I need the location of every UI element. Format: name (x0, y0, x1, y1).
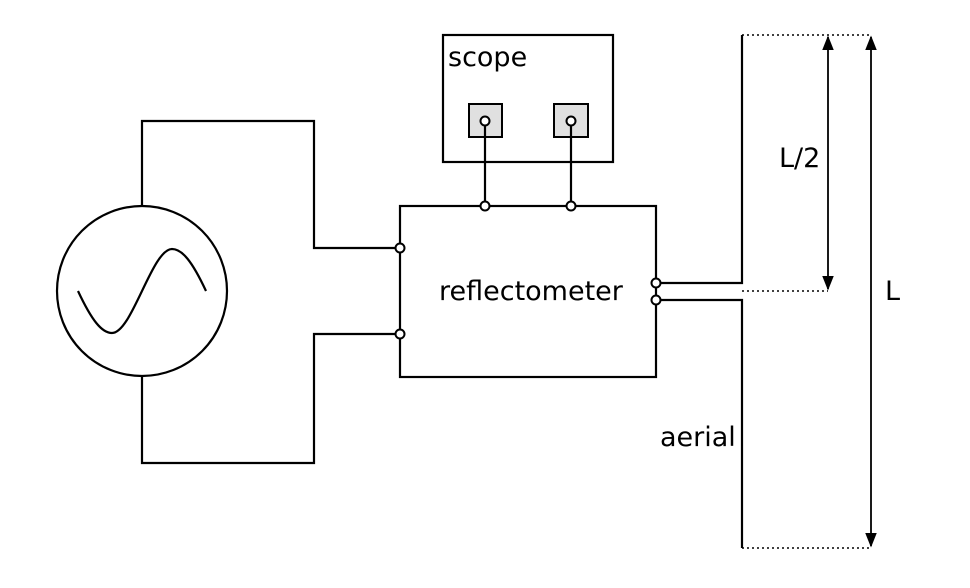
scope-terminal-1 (479, 115, 491, 127)
generator-wire-bottom (140, 332, 400, 465)
sine-wave-icon (77, 247, 207, 335)
reflectometer-input-terminal-top (394, 242, 406, 254)
reflectometer-box: reflectometer (398, 204, 658, 379)
reflectometer-label: reflectometer (439, 276, 624, 307)
scope-label: scope (448, 42, 527, 73)
scope-box: scope (441, 33, 615, 164)
reflectometer-output-terminal-bottom (650, 294, 662, 306)
reflectometer-scope-terminal-1 (479, 200, 491, 212)
reflectometer-output-terminal-top (650, 277, 662, 289)
half-length-label: L/2 (779, 143, 820, 174)
aerial-feed-top (656, 35, 744, 285)
scope-terminal-2 (565, 115, 577, 127)
length-label: L (885, 276, 900, 307)
aerial-feed-bottom (656, 298, 744, 548)
aerial-label: aerial (660, 422, 736, 453)
signal-generator (55, 204, 229, 378)
reflectometer-scope-terminal-2 (565, 200, 577, 212)
reflectometer-input-terminal-bottom (394, 328, 406, 340)
generator-wire-top (140, 119, 400, 250)
